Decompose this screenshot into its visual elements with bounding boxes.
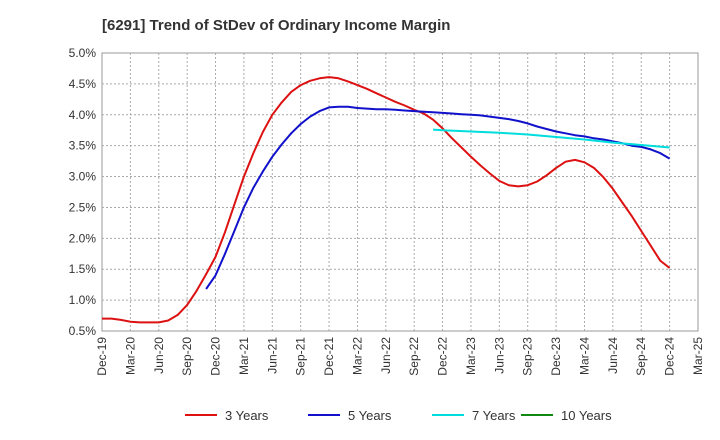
legend-label: 10 Years — [561, 408, 612, 423]
x-tick-label: Dec-23 — [549, 337, 563, 376]
x-tick-label: Jun-23 — [492, 337, 506, 374]
y-tick-label: 5.0% — [69, 46, 97, 60]
legend: 3 Years 5 Years 7 Years 10 Years — [185, 408, 612, 423]
x-tick-label: Sep-20 — [180, 337, 194, 376]
x-tick-label: Jun-22 — [379, 337, 393, 374]
y-tick-label: 1.5% — [69, 262, 97, 276]
legend-label: 7 Years — [472, 408, 516, 423]
legend-label: 5 Years — [348, 408, 392, 423]
x-tick-label: Mar-20 — [123, 337, 137, 375]
x-tick-label: Sep-23 — [521, 337, 535, 376]
x-tick-label: Sep-24 — [634, 337, 648, 376]
x-tick-label: Mar-23 — [464, 337, 478, 375]
x-tick-label: Jun-24 — [606, 337, 620, 374]
y-tick-label: 1.0% — [69, 293, 97, 307]
series-line-3-years — [102, 76, 671, 324]
x-tick-label: Mar-25 — [691, 337, 705, 375]
y-tick-label: 2.5% — [69, 200, 97, 214]
x-axis-ticks: Dec-19 Mar-20 Jun-20 Sep-20 Dec-20 Mar-21 Jun-… — [95, 337, 705, 376]
y-tick-label: 4.5% — [69, 77, 97, 91]
y-tick-label: 0.5% — [69, 324, 97, 338]
y-tick-label: 3.5% — [69, 139, 97, 153]
y-tick-label: 4.0% — [69, 108, 97, 122]
series-line-5-years — [205, 105, 671, 290]
x-tick-label: Jun-20 — [152, 337, 166, 374]
y-axis-ticks: 0.5% 1.0% 1.5% 2.0% 2.5% 3.0% 3.5% 4.0% 4.5% 5.0% — [69, 46, 97, 338]
chart-title: [6291] Trend of StDev of Ordinary Income… — [102, 17, 450, 34]
series-line-7-years — [433, 128, 670, 149]
grid — [102, 53, 698, 331]
x-tick-label: Dec-22 — [436, 337, 450, 376]
x-tick-label: Mar-24 — [577, 337, 591, 375]
x-tick-label: Sep-21 — [294, 337, 308, 376]
legend-label: 3 Years — [225, 408, 269, 423]
x-tick-label: Dec-19 — [95, 337, 109, 376]
x-tick-label: Dec-24 — [663, 337, 677, 376]
x-tick-label: Mar-21 — [237, 337, 251, 375]
x-tick-label: Dec-21 — [322, 337, 336, 376]
x-tick-label: Jun-21 — [265, 337, 279, 374]
y-tick-label: 2.0% — [69, 231, 97, 245]
plot-area — [101, 52, 699, 332]
x-tick-label: Mar-22 — [350, 337, 364, 375]
series-lines — [102, 76, 671, 324]
y-tick-label: 3.0% — [69, 170, 97, 184]
x-tick-label: Dec-20 — [209, 337, 223, 376]
x-tick-label: Sep-22 — [407, 337, 421, 376]
